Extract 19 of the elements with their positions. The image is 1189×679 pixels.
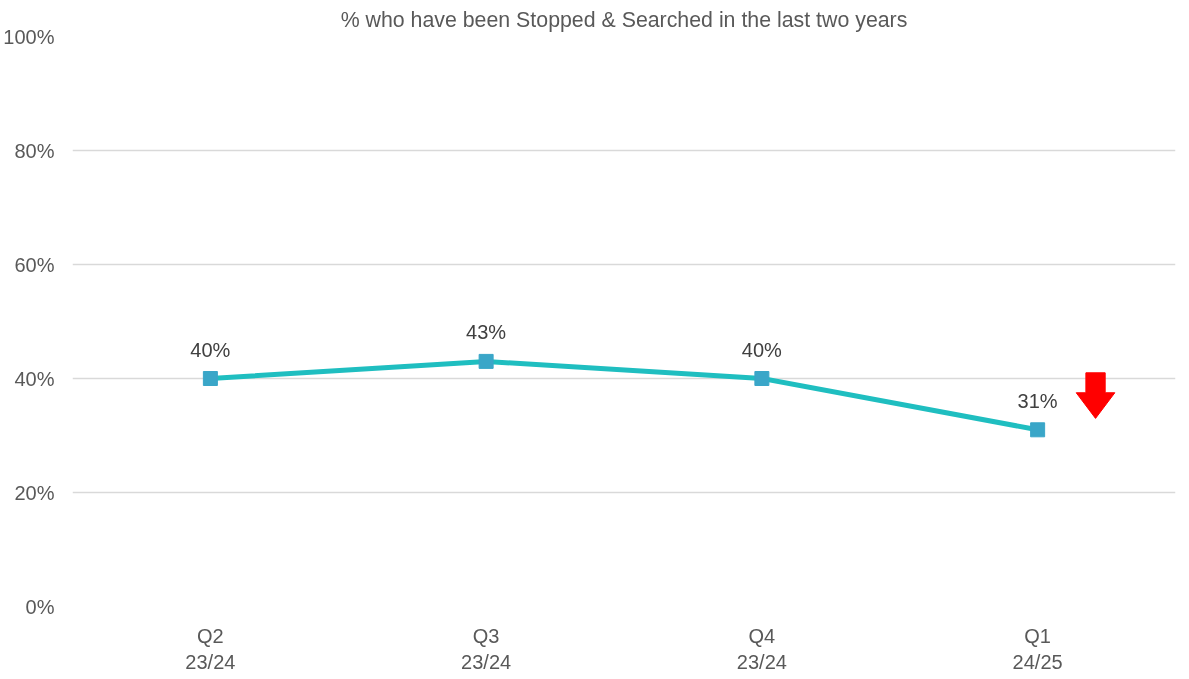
y-tick-label: 20% bbox=[14, 481, 55, 504]
x-tick-label: Q2 23/24 bbox=[185, 624, 236, 673]
point bbox=[202, 371, 218, 386]
y-tick-label: 0% bbox=[25, 595, 55, 618]
point bbox=[754, 371, 770, 386]
x-tick-label: Q1 24/25 bbox=[1012, 624, 1063, 673]
x-tick-label: Q3 23/24 bbox=[461, 624, 512, 673]
point bbox=[1030, 422, 1046, 438]
y-tick-label: 100% bbox=[3, 25, 55, 48]
point bbox=[478, 353, 494, 369]
y-tick-label: 40% bbox=[14, 367, 55, 390]
data-label: 40% bbox=[190, 338, 231, 361]
data-label: 40% bbox=[741, 338, 783, 361]
y-tick-label: 60% bbox=[14, 253, 55, 276]
data-label: 43% bbox=[466, 321, 507, 344]
data-label: 31% bbox=[1017, 389, 1058, 412]
x-tick-label: Q4 23/24 bbox=[736, 624, 787, 673]
y-tick-label: 80% bbox=[14, 139, 55, 162]
chart-title: % who have been Stopped & Searched in the last two years bbox=[340, 7, 908, 32]
